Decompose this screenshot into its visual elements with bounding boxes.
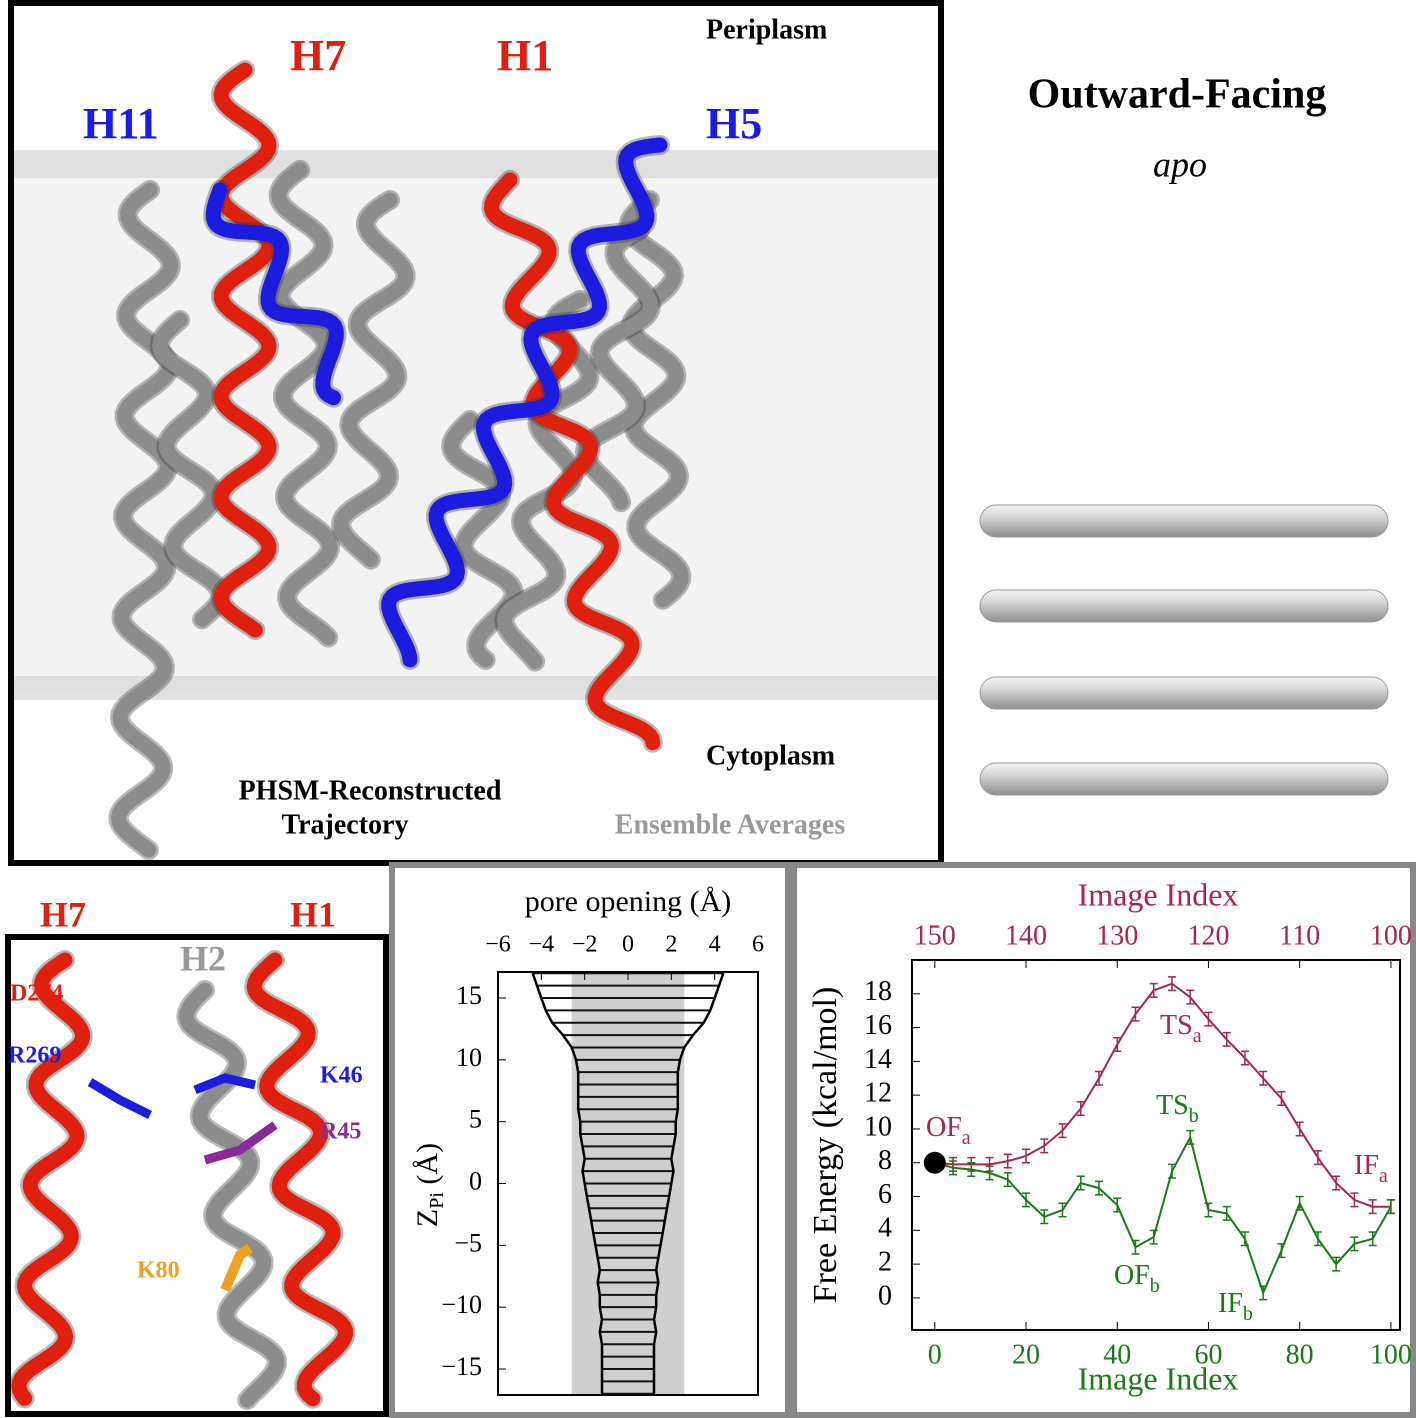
annotation: OFb [1114,1260,1160,1296]
x2-tick-label: 130 [1096,920,1138,951]
label: Cytoplasm [706,740,835,771]
helix [254,960,345,1399]
annotation-main: TS [1160,1010,1193,1041]
label: H7 [290,31,346,80]
y-tick-label: 2 [878,1247,892,1278]
y-tick-label: −10 [441,1290,482,1319]
y-tick-label: 14 [864,1044,892,1075]
annotation: TSb [1156,1090,1199,1126]
helix [186,990,277,1400]
x-tick-label: 80 [1286,1339,1314,1370]
label: R45 [320,1119,361,1145]
cylinder [980,763,1388,795]
cylinder [980,505,1388,537]
annotation-sub: b [1150,1275,1160,1297]
annotation-main: IF [1354,1150,1379,1181]
x-tick-label: 0 [622,932,634,958]
y-label-main: Z [411,1209,444,1227]
x-tick-label: 2 [665,932,677,958]
y-tick-label: 8 [878,1145,892,1176]
y-tick-label: 0 [878,1280,892,1311]
annotation-sub: b [1189,1105,1199,1127]
y-tick-label: 15 [456,981,482,1010]
x2-tick-label: 120 [1187,920,1229,951]
x-tick-label: 6 [752,932,764,958]
x-tick-label: 20 [1012,1339,1040,1370]
label: H5 [706,99,762,148]
x-tick-label: 0 [928,1339,942,1370]
label: H11 [83,99,159,148]
y-tick-label: 12 [864,1078,892,1109]
annotation-main: IF [1218,1288,1243,1319]
x-tick-label: −2 [572,932,598,958]
x2-axis-label: Image Index [1078,876,1239,912]
x-tick-label: 100 [1370,1339,1412,1370]
annotation-sub: b [1243,1303,1253,1325]
x-tick-label: −4 [529,932,555,958]
label: H1 [497,31,553,80]
x-tick-label: −6 [485,932,511,958]
caption: PHSM-Reconstructed [239,775,502,806]
page: { "main_panel": { "labels": {"periplasm"… [0,0,1416,1418]
label: R269 [8,1043,61,1069]
y-axis-label: ZPi (Å) [411,1143,448,1227]
cylinder [980,677,1388,709]
x2-tick-label: 110 [1279,920,1320,951]
series-line [935,1137,1391,1292]
x2-tick-label: 100 [1370,920,1412,951]
y-tick-label: 4 [878,1213,892,1244]
x-axis-label: Image Index [1078,1360,1239,1396]
annotation-sub: a [1379,1165,1388,1187]
y-axis-label: Free Energy (kcal/mol) [807,987,844,1304]
label: H1 [290,894,336,934]
annotation-main: TS [1156,1090,1189,1121]
annotation: IFa [1354,1150,1388,1186]
state-title: Outward-Facing [1028,72,1327,118]
label: K80 [137,1258,180,1284]
x2-tick-label: 150 [914,920,956,951]
y-label-suffix: (Å) [411,1143,444,1192]
current-state-marker [924,1152,946,1174]
cylinder [980,590,1388,622]
y-label-sub: Pi [426,1192,448,1209]
label: K46 [320,1063,363,1089]
x-axis-label: pore opening (Å) [525,885,732,918]
label: Periplasm [706,14,827,45]
x2-tick-label: 140 [1005,920,1047,951]
annotation: TSa [1160,1010,1202,1046]
side-chain [90,1082,150,1115]
y-tick-label: 10 [864,1111,892,1142]
y-tick-label: 16 [864,1010,892,1041]
y-tick-label: 18 [864,976,892,1007]
label: H7 [40,894,86,934]
y-tick-label: 0 [469,1166,482,1195]
y-tick-label: −15 [441,1352,482,1381]
label: H2 [180,938,226,978]
x-tick-label: 4 [709,932,721,958]
state-subtitle: apo [1153,144,1207,184]
annotation-main: OF [926,1112,962,1143]
annotation-main: OF [1114,1260,1150,1291]
label: D274 [10,981,63,1007]
y-tick-label: −5 [454,1228,482,1257]
y-tick-label: 10 [456,1043,482,1072]
annotation: IFb [1218,1288,1253,1324]
figure: Periplasm H7 H1 H11 H5 Cytoplasm PHSM-Re… [0,0,1416,1418]
y-tick-label: 5 [469,1105,482,1134]
annotation-sub: a [1193,1025,1202,1047]
caption: Ensemble Averages [615,809,846,840]
caption: Trajectory [282,809,409,840]
annotation: OFa [926,1112,971,1148]
y-tick-label: 6 [878,1179,892,1210]
annotation-sub: a [962,1127,971,1149]
membrane-edge [14,150,938,178]
